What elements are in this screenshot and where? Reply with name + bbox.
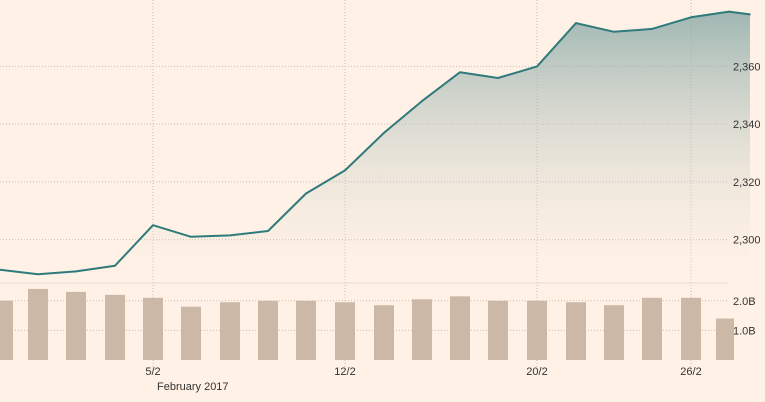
volume-bars <box>0 288 734 360</box>
volume-bar <box>143 297 163 360</box>
price-point <box>536 65 538 68</box>
volume-bar <box>105 294 125 360</box>
axis-labels: 2,300 2,320 2,340 2,360 1.0B 2.0B 5/2 12/2 20/2 2… <box>145 61 760 378</box>
price-point <box>305 192 307 195</box>
volume-bar <box>566 302 586 360</box>
volume-bar <box>335 302 355 360</box>
volume-bar <box>374 305 394 360</box>
volume-bar <box>604 305 624 360</box>
volume-tick-label: 2.0B <box>733 296 756 308</box>
volume-tick-label: 1.0B <box>733 325 756 337</box>
volume-bar <box>66 291 86 360</box>
price-point <box>37 273 39 276</box>
volume-bar <box>258 300 278 360</box>
price-tick-label: 2,320 <box>733 177 761 189</box>
price-point <box>651 28 653 30</box>
x-axis-month-label: February 2017 <box>157 381 229 393</box>
price-point <box>75 270 77 273</box>
price-point <box>267 230 269 232</box>
volume-bar <box>527 300 547 360</box>
volume-bar <box>28 288 48 360</box>
price-point <box>728 10 730 13</box>
price-point <box>383 132 385 134</box>
price-tick-label: 2,340 <box>733 119 761 131</box>
price-area-fill <box>0 11 750 283</box>
x-tick-label: 12/2 <box>334 366 355 378</box>
x-tick-label: 26/2 <box>680 366 701 378</box>
price-point <box>344 169 346 172</box>
price-point <box>749 13 751 16</box>
volume-bar <box>220 302 240 360</box>
price-area <box>0 10 751 283</box>
price-point <box>229 234 231 237</box>
price-tick-label: 2,360 <box>733 61 761 73</box>
x-tick-label: 20/2 <box>526 366 547 378</box>
volume-bar <box>450 296 470 360</box>
price-point <box>459 71 461 73</box>
price-tick-label: 2,300 <box>733 235 761 247</box>
price-point <box>497 77 499 79</box>
volume-bar <box>681 297 701 360</box>
volume-bar <box>296 300 316 360</box>
price-point <box>613 30 615 33</box>
x-tick-label: 5/2 <box>145 366 160 378</box>
price-point <box>575 22 577 24</box>
volume-bar <box>412 299 432 360</box>
volume-bar <box>642 297 662 360</box>
price-point <box>190 235 192 238</box>
volume-bar <box>0 300 13 360</box>
price-point <box>114 264 116 267</box>
price-point <box>152 224 154 227</box>
volume-bar <box>181 306 201 360</box>
price-point <box>421 100 423 102</box>
volume-bar <box>716 318 734 360</box>
volume-bar <box>488 300 508 360</box>
price-point <box>690 16 692 19</box>
